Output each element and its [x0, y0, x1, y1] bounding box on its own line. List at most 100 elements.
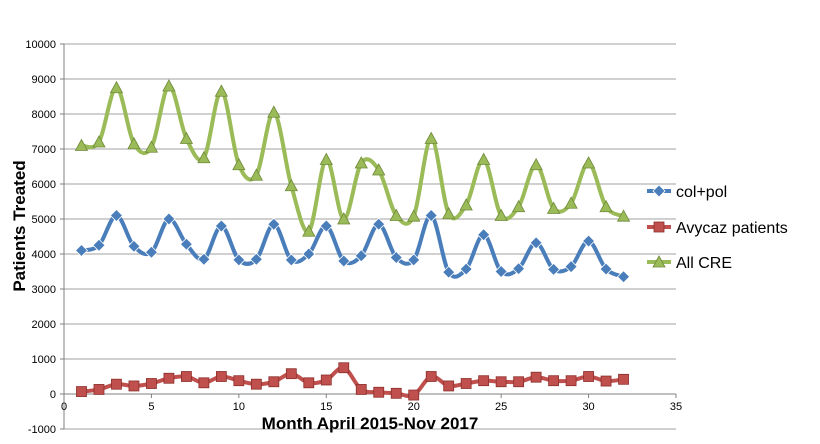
x-axis-title: Month April 2015-Nov 2017 [262, 414, 479, 433]
data-point [355, 384, 367, 395]
data-point [494, 264, 508, 279]
data-point [511, 199, 526, 213]
y-tick-label: -1000 [28, 424, 56, 436]
data-point [459, 198, 473, 211]
data-point [180, 371, 192, 382]
data-point [233, 375, 245, 387]
data-point [565, 375, 577, 387]
data-point [583, 371, 594, 382]
data-point [390, 387, 402, 399]
data-point [564, 196, 578, 209]
data-point [424, 208, 438, 223]
data-point [442, 206, 456, 220]
data-point [354, 249, 368, 263]
data-point [232, 157, 246, 171]
y-tick-label: 6000 [32, 179, 56, 191]
series-3 [74, 79, 631, 237]
data-point [144, 245, 158, 259]
data-point [547, 262, 561, 276]
data-point [74, 243, 89, 258]
data-point [476, 152, 491, 165]
data-point [197, 150, 211, 164]
legend-marker [652, 184, 666, 198]
data-point [232, 253, 246, 267]
x-tick-label: 15 [320, 401, 332, 413]
data-point [111, 378, 122, 390]
legend-label: All CRE [676, 255, 732, 272]
legend-marker [653, 221, 665, 233]
x-tick-labels: 0 5 10 15 20 25 30 35 [61, 401, 682, 413]
data-point [389, 208, 403, 221]
data-point [424, 131, 438, 144]
data-point [600, 375, 612, 387]
series-lines [74, 79, 631, 401]
data-point [407, 253, 421, 267]
data-point [529, 236, 543, 250]
series-line [80, 213, 625, 279]
data-point [179, 237, 193, 251]
data-point [338, 362, 350, 374]
y-tick-label: 4000 [32, 249, 56, 261]
data-point [162, 212, 176, 226]
data-point [477, 228, 491, 242]
y-tick-labels: -1000 0 1000 2000 3000 4000 5000 6000 7000 8000 90… [25, 39, 56, 436]
y-tick-label: 8000 [32, 109, 56, 121]
legend-entry: Avycaz patients [647, 220, 788, 237]
data-point [144, 140, 159, 153]
data-point [197, 252, 211, 266]
data-point [494, 208, 508, 221]
data-point [495, 376, 507, 388]
x-tick-label: 0 [61, 401, 67, 413]
data-point [513, 376, 525, 388]
legend-label: Avycaz patients [676, 220, 788, 237]
data-point [564, 260, 578, 274]
data-point [425, 371, 437, 382]
y-tick-label: 9000 [32, 74, 56, 86]
data-point [618, 373, 629, 385]
data-point [319, 219, 333, 233]
data-point [302, 224, 316, 237]
series-1 [74, 208, 631, 284]
data-point [478, 375, 490, 387]
series-2 [76, 362, 629, 401]
series-line [81, 365, 624, 399]
data-point [214, 84, 229, 97]
data-point [616, 209, 631, 222]
data-point [285, 368, 297, 380]
data-point [284, 178, 298, 192]
data-point [215, 371, 227, 382]
data-point [267, 217, 281, 231]
x-tick-label: 20 [408, 401, 420, 413]
data-point [127, 136, 141, 150]
data-point [407, 209, 421, 222]
y-tick-label: 0 [50, 389, 56, 401]
data-point [92, 135, 106, 148]
x-tick-label: 5 [148, 401, 154, 413]
data-point [179, 131, 194, 144]
x-tick-label: 25 [495, 401, 507, 413]
data-point [616, 270, 631, 284]
data-point [319, 152, 333, 165]
legend: col+pol Avycaz patients All CRE [647, 184, 788, 272]
y-tick-label: 7000 [32, 144, 56, 156]
x-tick-label: 35 [670, 401, 682, 413]
data-point [303, 377, 315, 389]
data-point [302, 247, 316, 261]
data-point [93, 384, 105, 395]
legend-entry: All CRE [647, 255, 732, 272]
data-point [250, 378, 262, 390]
data-point [530, 371, 542, 383]
data-point [214, 219, 228, 233]
data-point [128, 380, 140, 392]
data-point [599, 262, 613, 276]
data-point [354, 156, 368, 169]
y-tick-label: 3000 [32, 284, 56, 296]
legend-marker [652, 255, 666, 268]
legend-label: col+pol [676, 184, 727, 201]
data-point [372, 163, 386, 176]
data-point [581, 156, 596, 169]
data-point [337, 254, 351, 268]
data-point [320, 374, 332, 386]
legend-entry: col+pol [647, 184, 727, 201]
